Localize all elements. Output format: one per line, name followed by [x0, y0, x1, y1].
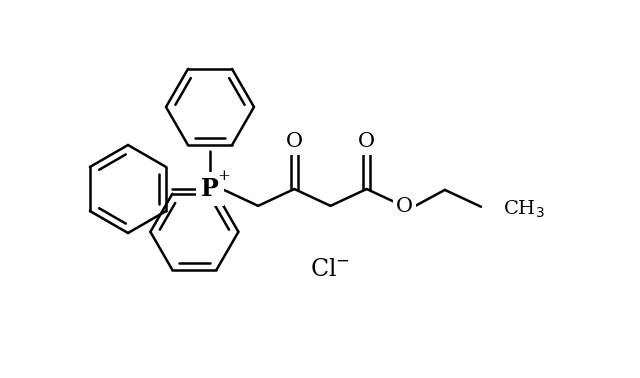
Text: CH$_3$: CH$_3$ — [503, 199, 545, 220]
Text: P: P — [201, 177, 219, 201]
Text: O: O — [358, 132, 375, 152]
Text: Cl$^{-}$: Cl$^{-}$ — [310, 259, 350, 282]
Text: +: + — [218, 169, 230, 183]
Text: O: O — [286, 132, 303, 152]
Text: O: O — [396, 197, 413, 216]
